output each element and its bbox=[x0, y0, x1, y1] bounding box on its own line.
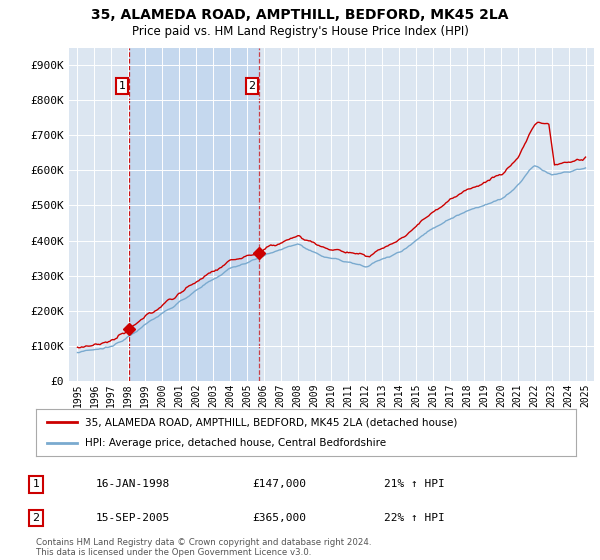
Text: 21% ↑ HPI: 21% ↑ HPI bbox=[384, 479, 445, 489]
Text: Price paid vs. HM Land Registry's House Price Index (HPI): Price paid vs. HM Land Registry's House … bbox=[131, 25, 469, 38]
Text: 35, ALAMEDA ROAD, AMPTHILL, BEDFORD, MK45 2LA (detached house): 35, ALAMEDA ROAD, AMPTHILL, BEDFORD, MK4… bbox=[85, 417, 457, 427]
Text: HPI: Average price, detached house, Central Bedfordshire: HPI: Average price, detached house, Cent… bbox=[85, 438, 386, 448]
Bar bbox=[129, 48, 259, 381]
Text: 22% ↑ HPI: 22% ↑ HPI bbox=[384, 513, 445, 523]
Text: 2: 2 bbox=[32, 513, 40, 523]
Text: 35, ALAMEDA ROAD, AMPTHILL, BEDFORD, MK45 2LA: 35, ALAMEDA ROAD, AMPTHILL, BEDFORD, MK4… bbox=[91, 8, 509, 22]
Text: 15-SEP-2005: 15-SEP-2005 bbox=[96, 513, 170, 523]
Text: 2: 2 bbox=[248, 81, 256, 91]
Text: 1: 1 bbox=[119, 81, 125, 91]
Text: 16-JAN-1998: 16-JAN-1998 bbox=[96, 479, 170, 489]
Text: £365,000: £365,000 bbox=[252, 513, 306, 523]
Text: 1: 1 bbox=[32, 479, 40, 489]
Text: Contains HM Land Registry data © Crown copyright and database right 2024.
This d: Contains HM Land Registry data © Crown c… bbox=[36, 538, 371, 557]
Text: £147,000: £147,000 bbox=[252, 479, 306, 489]
